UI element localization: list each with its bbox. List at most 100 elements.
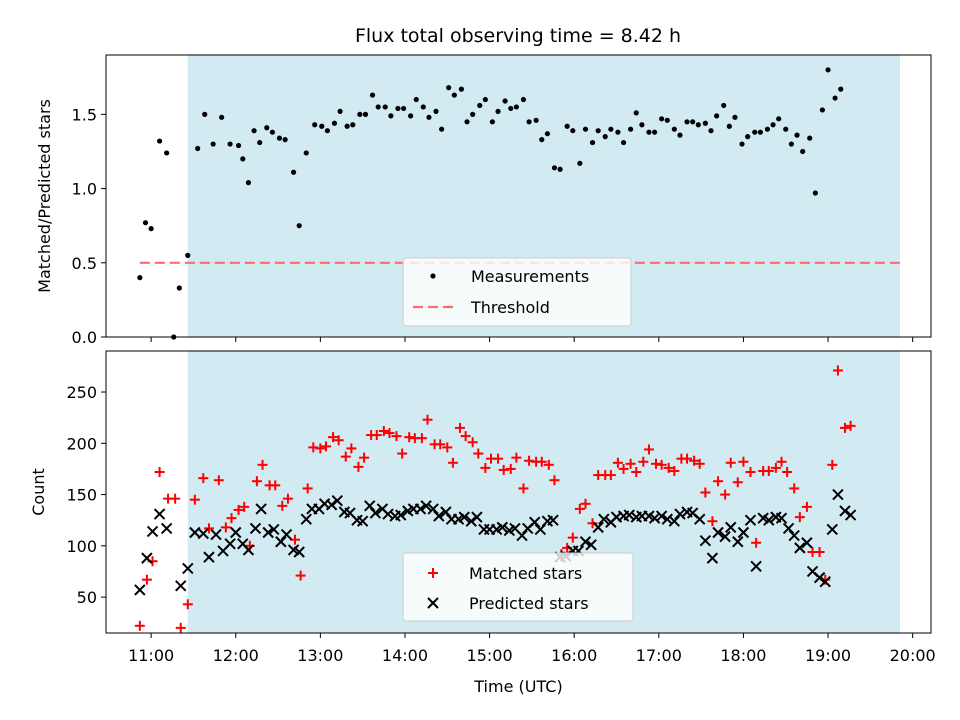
measurement-point: [426, 114, 432, 120]
measurement-point: [420, 104, 426, 110]
predicted-star-point: [674, 508, 686, 520]
predicted-star-point: [592, 521, 604, 534]
predicted-star-point: [763, 514, 775, 526]
predicted-star-point: [839, 505, 851, 517]
predicted-star-point: [648, 512, 661, 524]
measurement-point: [290, 169, 297, 175]
predicted-star-point: [255, 503, 267, 515]
measurement-point: [350, 122, 356, 128]
predicted-star-point: [706, 552, 719, 564]
predicted-star-point: [146, 525, 159, 538]
matched-star-point: [198, 473, 209, 484]
x-tick-label: 16:00: [551, 646, 597, 665]
ratio-panel: 0.0 0.5 1.0 1.5 Matched/Predicted stars Mea…: [35, 54, 932, 347]
measurement-point: [615, 129, 621, 135]
predicted-star-point: [280, 528, 293, 541]
matched-star-point: [682, 453, 693, 464]
predicted-star-point: [458, 511, 470, 523]
matched-star-point: [277, 500, 288, 511]
y-tick-label: 1.5: [72, 105, 97, 124]
measurement-point: [752, 129, 758, 135]
x-tick-label: 20:00: [890, 646, 936, 665]
predicted-star-point: [230, 526, 242, 539]
matched-star-point: [257, 459, 268, 470]
predicted-star-point: [471, 511, 483, 523]
matched-star-point: [618, 463, 629, 474]
measurement-point: [395, 105, 401, 112]
measurement-point: [577, 160, 583, 166]
matched-star-point: [832, 365, 843, 376]
predicted-star-point: [182, 562, 194, 575]
matched-star-point: [524, 455, 535, 466]
predicted-star-point: [661, 513, 673, 525]
measurement-point: [337, 108, 343, 114]
measurement-point: [176, 285, 182, 291]
matched-star-point: [371, 430, 382, 441]
predicted-star-point: [844, 509, 857, 521]
measurement-point: [369, 92, 376, 98]
measurement-point: [508, 105, 514, 112]
measurement-point: [677, 132, 683, 138]
predicted-star-point: [775, 512, 788, 524]
measurement-point: [788, 141, 794, 147]
predicted-star-point: [175, 580, 187, 592]
legend-label-matched: Matched stars: [469, 564, 582, 583]
measurement-point: [838, 86, 844, 92]
matched-star-point: [580, 498, 591, 509]
matched-star-point: [745, 467, 756, 478]
matched-star-point: [384, 428, 395, 439]
predicted-star-point: [395, 509, 407, 521]
measurement-point: [489, 119, 496, 125]
matched-star-point: [574, 503, 585, 514]
legend-marker-predicted: [427, 597, 439, 609]
predicted-star-point: [832, 488, 844, 501]
measurement-point: [651, 129, 658, 135]
predicted-star-point: [496, 521, 508, 534]
matched-star-point: [340, 451, 351, 462]
matched-star-point: [391, 431, 402, 442]
matched-star-point: [315, 443, 326, 454]
predicted-star-point: [788, 529, 800, 542]
measurement-point: [276, 135, 283, 141]
measurement-point: [533, 117, 539, 123]
matched-star-point: [738, 456, 749, 467]
matched-star-point: [442, 442, 453, 453]
measurement-point: [219, 114, 225, 120]
measurement-point: [312, 122, 318, 128]
matched-star-point: [720, 489, 731, 500]
x-tick-label: 15:00: [467, 646, 513, 665]
x-tick-label: 13:00: [297, 646, 343, 665]
measurement-point: [303, 150, 309, 156]
measurement-point: [257, 139, 263, 146]
predicted-star-point: [737, 526, 750, 539]
matched-star-point: [460, 431, 471, 442]
y-tick-label: 1.0: [72, 180, 97, 199]
count-points: [134, 365, 857, 633]
y-tick-label: 100: [66, 537, 97, 556]
measurement-point: [513, 104, 519, 110]
predicted-star-point: [433, 510, 445, 522]
matched-star-point: [333, 435, 344, 446]
predicted-star-point: [293, 546, 305, 558]
legend-box-bottom: [402, 552, 634, 622]
measurement-point: [477, 102, 483, 109]
predicted-star-point: [224, 538, 236, 550]
matched-star-point: [625, 458, 636, 469]
measurement-point: [595, 128, 601, 134]
predicted-star-point: [356, 515, 369, 527]
measurement-point: [240, 156, 246, 162]
y-tick-label: 150: [66, 486, 97, 505]
y-axis-label-top: Matched/Predicted stars: [35, 99, 54, 293]
matched-star-point: [567, 532, 578, 543]
matched-star-point: [346, 443, 357, 454]
measurement-point: [269, 129, 276, 135]
y-axis-label-bottom: Count: [29, 468, 48, 516]
matched-star-point: [669, 465, 680, 476]
predicted-star-point: [655, 510, 668, 522]
matched-star-point: [170, 493, 181, 504]
measurement-point: [557, 166, 563, 172]
matched-star-point: [226, 513, 237, 524]
matched-star-point: [707, 516, 718, 527]
matched-star-point: [643, 444, 654, 455]
